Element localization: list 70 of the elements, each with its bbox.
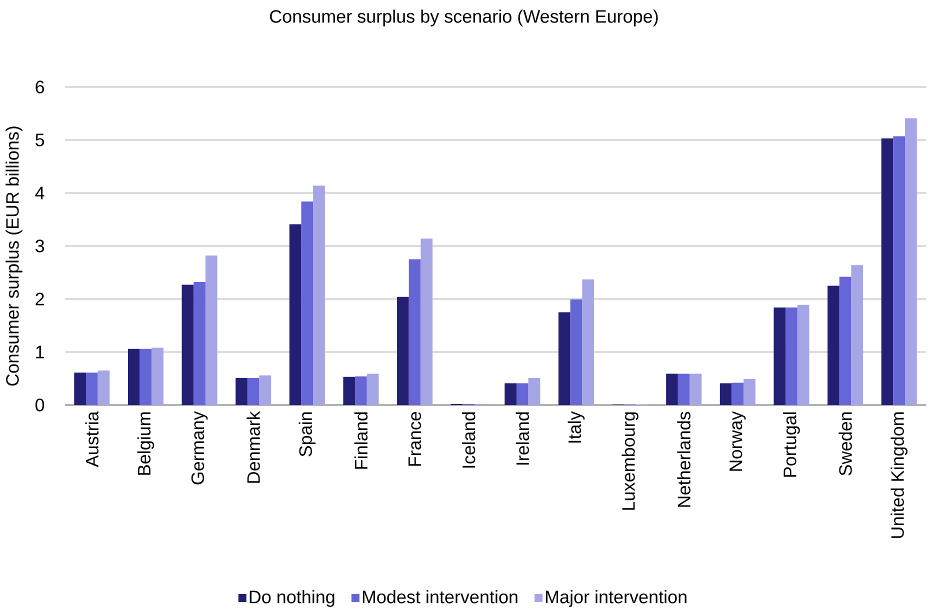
bar: [558, 312, 570, 405]
bar: [786, 307, 798, 405]
bar: [839, 276, 852, 405]
y-tick-label: 0: [35, 398, 44, 412]
y-axis-title: Consumer surplus (EUR billions): [6, 126, 22, 386]
y-tick-label: 6: [36, 80, 44, 94]
legend-label: Major intervention: [546, 590, 686, 607]
y-tick-label: 4: [35, 186, 44, 200]
bar: [744, 379, 756, 405]
bar: [205, 256, 218, 405]
x-tick-label: Italy: [568, 411, 585, 443]
bar: [259, 375, 272, 405]
bar: [247, 378, 260, 405]
x-tick-label: Sweden: [838, 412, 852, 476]
bar: [182, 284, 194, 405]
bar: [528, 378, 540, 405]
bar: [128, 348, 140, 405]
bar: [140, 348, 152, 405]
y-tick-label: 1: [36, 346, 44, 358]
x-tick-label: Iceland: [462, 412, 476, 468]
bar: [355, 376, 367, 405]
y-tick-label: 5: [36, 134, 44, 146]
bar: [152, 348, 164, 405]
x-tick-label: Ireland: [516, 412, 530, 465]
bar: [98, 370, 110, 405]
bar: [74, 372, 86, 405]
legend-label: Modest intervention: [362, 590, 518, 604]
bar: [678, 374, 690, 405]
x-tick-label: Netherlands: [677, 412, 690, 507]
bar: [582, 279, 594, 405]
bar: [313, 186, 325, 405]
x-tick-label: United Kingdom: [890, 412, 908, 538]
x-tick-label: Germany: [191, 411, 208, 484]
x-tick-label: France: [408, 412, 422, 466]
bar: [236, 378, 248, 405]
x-tick-label: Denmark: [246, 411, 260, 483]
bar: [301, 201, 314, 405]
bar: [690, 374, 702, 405]
bar: [666, 374, 678, 405]
bar: [720, 383, 732, 405]
bar: [732, 382, 744, 405]
x-tick-label: Belgium: [137, 412, 154, 475]
bar: [881, 138, 894, 405]
bar: [343, 376, 356, 405]
x-tick-label: Luxembourg: [622, 412, 638, 510]
x-tick-label: Austria: [85, 411, 99, 468]
bar: [828, 286, 840, 405]
bar: [516, 383, 528, 405]
bar: [420, 238, 433, 405]
x-tick-label: Spain: [298, 412, 316, 456]
x-tick-label: Portugal: [783, 412, 800, 477]
chart-title: Consumer surplus by scenario (Western Europe): [270, 10, 658, 26]
bar: [504, 383, 516, 405]
bar: [289, 224, 302, 405]
bar: [366, 374, 379, 405]
x-tick-label: Norway: [730, 411, 746, 471]
bar: [851, 265, 864, 405]
bar: [797, 304, 810, 405]
bar: [86, 372, 98, 405]
bar: [893, 136, 906, 405]
y-tick-label: 3: [35, 240, 44, 252]
bar: [570, 300, 582, 405]
bar: [774, 307, 786, 405]
x-tick-label: Finland: [354, 412, 368, 469]
bar: [194, 282, 206, 405]
bar: [408, 259, 421, 405]
bar: [905, 118, 917, 405]
y-tick-label: 2: [36, 292, 44, 306]
bar: [397, 296, 409, 405]
legend-label: Do nothing: [250, 590, 334, 607]
